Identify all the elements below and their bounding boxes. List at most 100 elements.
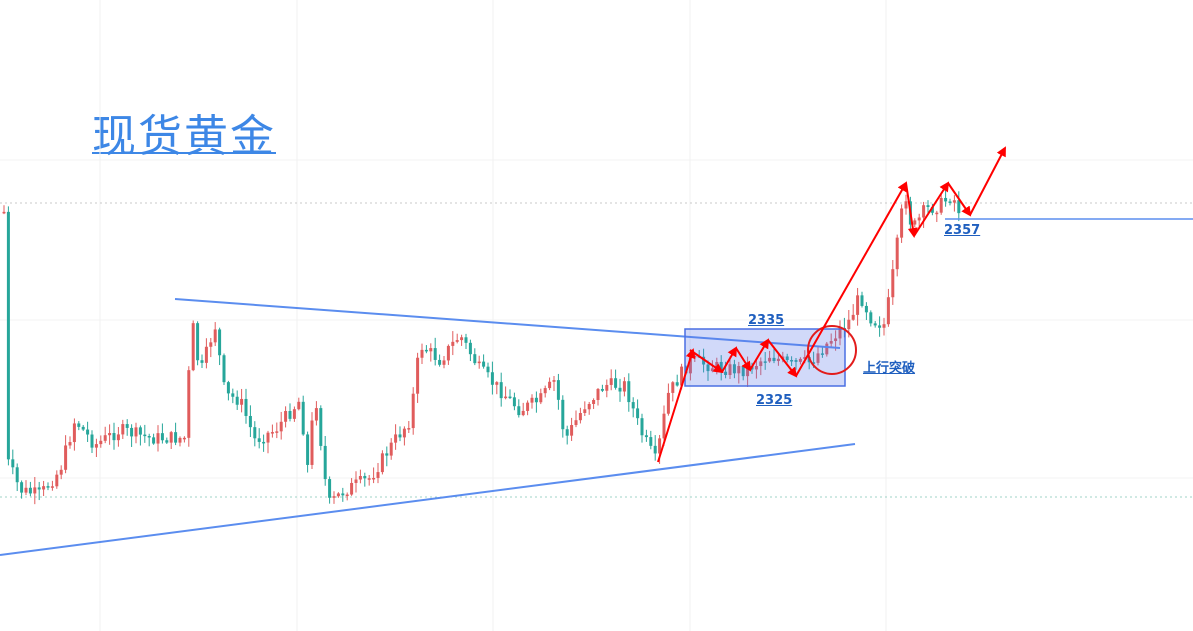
candle bbox=[526, 400, 530, 416]
candle-body bbox=[28, 487, 32, 494]
candle-body bbox=[169, 432, 173, 443]
candle bbox=[913, 218, 917, 228]
candle-body bbox=[420, 349, 424, 358]
candle bbox=[33, 477, 37, 505]
candle-body bbox=[578, 412, 582, 421]
candle-body bbox=[860, 295, 864, 306]
candle bbox=[279, 411, 283, 440]
candle-body bbox=[345, 494, 349, 497]
box-bottom-label: 2325 bbox=[756, 393, 793, 408]
candle-body bbox=[174, 432, 178, 443]
candle bbox=[490, 361, 494, 395]
candle bbox=[46, 482, 50, 491]
candle bbox=[297, 397, 301, 411]
candle-body bbox=[376, 472, 380, 478]
candle-body bbox=[508, 396, 512, 399]
candle bbox=[772, 346, 776, 364]
candle bbox=[407, 420, 411, 433]
candle bbox=[948, 198, 952, 206]
candle-body bbox=[6, 211, 10, 460]
candle bbox=[600, 384, 604, 393]
candle bbox=[548, 377, 552, 391]
candle-body bbox=[556, 380, 560, 400]
candle-body bbox=[350, 482, 354, 495]
candle-body bbox=[429, 348, 433, 352]
support-trendline bbox=[0, 443, 856, 556]
candle-body bbox=[539, 393, 543, 403]
candle bbox=[270, 424, 274, 438]
candle-body bbox=[605, 384, 609, 391]
candle-body bbox=[772, 357, 776, 362]
candle-body bbox=[156, 433, 160, 444]
candle bbox=[240, 388, 244, 413]
candle bbox=[350, 478, 354, 496]
candle-body bbox=[288, 411, 292, 419]
candle bbox=[952, 195, 956, 212]
candle-body bbox=[504, 396, 508, 399]
projection-arrow bbox=[969, 146, 1006, 216]
candle bbox=[15, 463, 19, 492]
candle bbox=[209, 337, 213, 358]
candle-body bbox=[622, 381, 626, 392]
candle-body bbox=[90, 434, 94, 448]
candle-body bbox=[935, 212, 939, 215]
candle-body bbox=[851, 314, 855, 320]
candle bbox=[904, 194, 908, 215]
candle-body bbox=[790, 359, 794, 362]
candle-body bbox=[803, 357, 807, 359]
candle bbox=[354, 471, 358, 493]
candle bbox=[878, 316, 882, 337]
candle-body bbox=[204, 346, 208, 363]
candle-body bbox=[363, 476, 367, 479]
candle bbox=[785, 353, 789, 363]
candle bbox=[521, 402, 525, 417]
projection-arrow bbox=[657, 348, 696, 463]
candle-body bbox=[108, 433, 112, 436]
candle-body bbox=[930, 206, 934, 213]
candle bbox=[11, 449, 15, 475]
candle-body bbox=[64, 445, 68, 470]
candle-body bbox=[416, 357, 420, 394]
candle-body bbox=[213, 329, 217, 343]
candle-body bbox=[600, 388, 604, 391]
candle bbox=[926, 200, 930, 215]
candle-body bbox=[81, 426, 85, 430]
candle bbox=[530, 394, 534, 409]
projection-arrow bbox=[721, 346, 738, 373]
candle bbox=[288, 403, 292, 422]
range-box bbox=[684, 328, 846, 387]
candle-body bbox=[944, 197, 948, 202]
candle-body bbox=[895, 237, 899, 270]
candle-body bbox=[526, 402, 530, 411]
candle-body bbox=[882, 324, 886, 328]
candle bbox=[328, 476, 332, 504]
candle-body bbox=[68, 442, 72, 446]
candle-body bbox=[530, 397, 534, 403]
candle-body bbox=[561, 399, 565, 430]
candle-body bbox=[103, 435, 107, 441]
candle bbox=[178, 436, 182, 447]
candle-body bbox=[904, 201, 908, 209]
candle bbox=[605, 379, 609, 398]
candle-body bbox=[130, 427, 134, 437]
candle-body bbox=[636, 408, 640, 419]
candle-body bbox=[517, 406, 521, 416]
candle-body bbox=[609, 378, 613, 385]
candle-body bbox=[275, 431, 279, 433]
candle-body bbox=[768, 357, 772, 362]
candle-body bbox=[231, 393, 235, 397]
candle bbox=[165, 437, 169, 445]
breakout-circle bbox=[807, 325, 857, 375]
candle bbox=[332, 491, 336, 504]
candle bbox=[310, 412, 314, 469]
candle bbox=[935, 210, 939, 223]
candle bbox=[226, 380, 230, 401]
candle bbox=[50, 480, 54, 491]
candle bbox=[218, 327, 222, 366]
candle-body bbox=[20, 482, 24, 493]
candle-body bbox=[279, 421, 283, 432]
candle-body bbox=[297, 401, 301, 410]
candle-body bbox=[86, 429, 90, 435]
candle-body bbox=[196, 323, 200, 361]
candle bbox=[156, 425, 160, 452]
